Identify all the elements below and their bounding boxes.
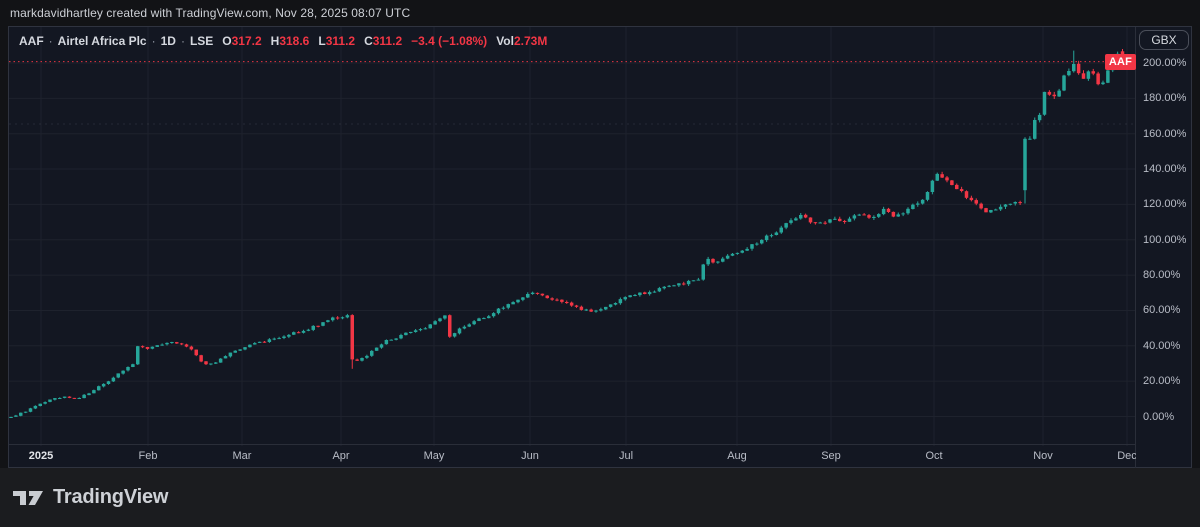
- exchange-label: LSE: [189, 34, 214, 48]
- time-tick-label: Oct: [925, 450, 943, 462]
- footer-bar: TradingView: [0, 468, 1200, 527]
- interval-label: 1D: [160, 34, 176, 48]
- symbol-description: Airtel Africa Plc: [57, 34, 147, 48]
- currency-toggle-button[interactable]: GBX: [1139, 30, 1189, 50]
- price-tick-label: 180.00%: [1143, 92, 1187, 104]
- price-tick-label: 60.00%: [1143, 304, 1181, 316]
- time-tick-label: Dec: [1117, 450, 1136, 462]
- volume-value: Vol2.73M: [496, 34, 548, 48]
- time-tick-label: 2025: [28, 450, 54, 462]
- price-scale-axis[interactable]: GBX 200.00% 180.00% 160.00% 140.00% 120.00% 1…: [1135, 27, 1191, 469]
- high-value: H318.6: [270, 34, 310, 48]
- time-tick-label: Jul: [618, 450, 634, 462]
- tradingview-logo-icon: [13, 487, 44, 509]
- symbol-price-badge: AAF: [1105, 54, 1136, 70]
- separator-dot: ·: [180, 34, 185, 48]
- tradingview-logo-text: TradingView: [53, 486, 169, 508]
- price-tick-label: 160.00%: [1143, 128, 1187, 140]
- candlestick-plot[interactable]: [9, 27, 1136, 446]
- price-tick-label: 80.00%: [1143, 269, 1181, 281]
- price-tick-label: 40.00%: [1143, 340, 1181, 352]
- time-tick-label: Nov: [1033, 450, 1053, 462]
- time-scale-axis[interactable]: 2025 Feb Mar Apr May Jun Jul Aug Sep Oct Nov Dec: [9, 444, 1136, 467]
- time-tick-label: Aug: [727, 450, 747, 462]
- time-tick-label: Sep: [821, 450, 841, 462]
- price-tick-label: 140.00%: [1143, 163, 1187, 175]
- separator-dot: ·: [48, 34, 53, 48]
- time-tick-label: May: [423, 450, 445, 462]
- price-tick-label: 120.00%: [1143, 198, 1187, 210]
- time-tick-label: Jun: [521, 450, 539, 462]
- chart-legend: AAF · Airtel Africa Plc · 1D · LSE O317.…: [19, 33, 547, 49]
- price-tick-label: 0.00%: [1143, 411, 1175, 423]
- chart-widget: AAF · Airtel Africa Plc · 1D · LSE O317.…: [8, 26, 1192, 469]
- time-tick-label: Mar: [232, 450, 252, 462]
- price-tick-label: 20.00%: [1143, 375, 1181, 387]
- attribution-text: markdavidhartley created with TradingVie…: [10, 6, 411, 20]
- price-chart-canvas[interactable]: AAF · Airtel Africa Plc · 1D · LSE O317.…: [9, 27, 1136, 446]
- price-tick-label: 100.00%: [1143, 234, 1187, 246]
- symbol-name: AAF: [19, 34, 44, 48]
- open-value: O317.2: [222, 34, 262, 48]
- low-value: L311.2: [318, 34, 356, 48]
- change-value: −3.4 (−1.08%): [411, 34, 488, 48]
- time-tick-label: Feb: [138, 450, 158, 462]
- price-tick-label: 200.00%: [1143, 57, 1187, 69]
- separator-dot: ·: [151, 34, 156, 48]
- time-tick-label: Apr: [332, 450, 350, 462]
- close-value: C311.2: [364, 34, 403, 48]
